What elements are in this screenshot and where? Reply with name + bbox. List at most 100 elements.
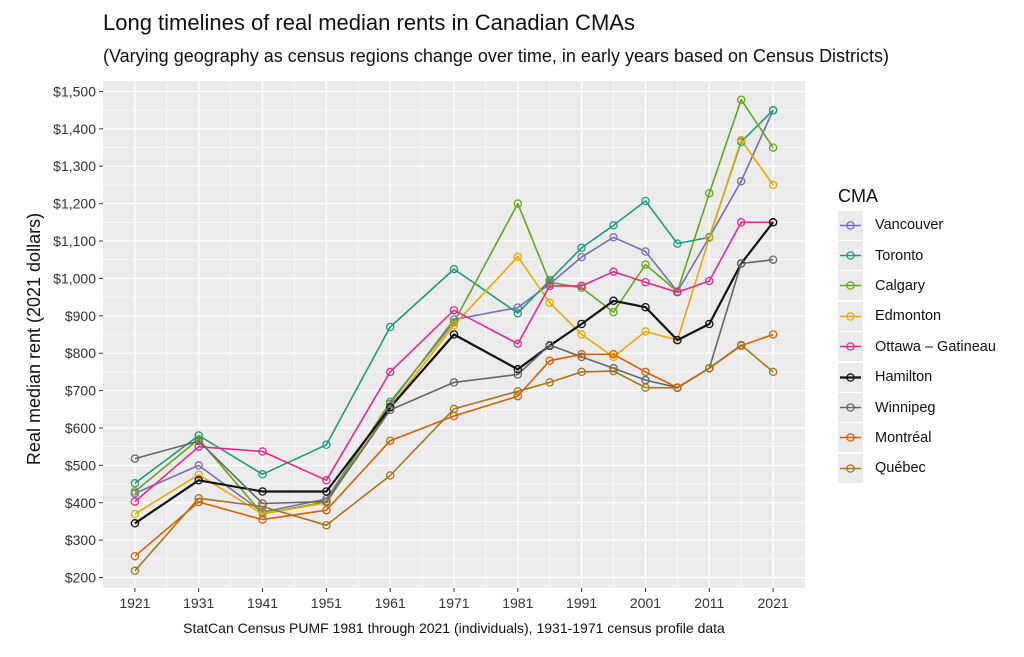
data-point-ottawa-gatineau (322, 476, 331, 485)
chart-title: Long timelines of real median rents in C… (103, 10, 635, 35)
legend-key-vancouver (838, 210, 863, 240)
x-tick-label: 1961 (375, 595, 406, 611)
x-tick-label: 2001 (630, 595, 661, 611)
data-point-toronto (258, 470, 267, 479)
data-point-toronto (449, 264, 459, 274)
y-tick-label: $900 (65, 308, 96, 324)
data-point-winnipeg (513, 370, 523, 379)
data-point-ottawa-gatineau (609, 267, 618, 276)
legend-key-edmonton (838, 301, 863, 331)
series-points (130, 95, 778, 576)
legend-key-hamilton (838, 362, 863, 392)
legend-label: Toronto (875, 247, 924, 264)
x-axis-label: StatCan Census PUMF 1981 through 2021 (i… (183, 620, 725, 636)
data-point-qu-bec (705, 363, 714, 373)
y-tick-label: $1,400 (53, 121, 96, 137)
data-point-edmonton (513, 252, 523, 261)
data-point-winnipeg (609, 363, 618, 373)
data-point-toronto (513, 308, 523, 318)
y-tick-label: $1,300 (53, 158, 96, 174)
legend-item-winnipeg: Winnipeg (838, 392, 996, 423)
data-point-calgary (385, 397, 395, 407)
legend-key-toronto (838, 241, 863, 271)
data-point-edmonton (641, 327, 650, 336)
data-point-vancouver (736, 176, 746, 186)
y-tick-label: $500 (65, 457, 96, 473)
data-point-hamilton (577, 319, 586, 329)
data-point-ottawa-gatineau (513, 339, 523, 349)
data-point-montr-al (641, 367, 650, 377)
data-point-hamilton (449, 330, 459, 339)
data-point-calgary (609, 307, 618, 317)
y-tick-label: $1,000 (53, 270, 96, 286)
data-point-winnipeg (449, 378, 459, 387)
y-tick-label: $400 (65, 495, 96, 511)
y-tick-label: $600 (65, 420, 96, 436)
legend-key-winnipeg (838, 393, 863, 423)
x-tick-label: 1991 (566, 595, 597, 611)
data-point-edmonton (577, 330, 586, 339)
major-gridlines (103, 81, 805, 588)
data-point-edmonton (194, 470, 203, 479)
legend-title: CMA (838, 186, 878, 206)
x-axis: 1921 1931 1941 1951 1961 1971 1981 1991 2001 2011… (119, 588, 789, 611)
data-point-calgary (736, 95, 746, 104)
x-tick-label: 1921 (119, 595, 150, 611)
legend-item-toronto: Toronto (838, 240, 996, 271)
data-point-qu-bec (385, 471, 395, 480)
legend-label: Calgary (875, 277, 925, 294)
data-point-ottawa-gatineau (449, 305, 459, 315)
data-point-qu-bec (513, 387, 523, 396)
data-point-calgary (705, 188, 714, 198)
data-point-qu-bec (258, 502, 267, 511)
data-point-ottawa-gatineau (736, 218, 746, 227)
data-point-montr-al (258, 515, 267, 524)
data-point-hamilton (513, 365, 523, 374)
data-point-vancouver (513, 303, 523, 312)
data-point-toronto (768, 105, 778, 115)
data-point-qu-bec (673, 383, 682, 393)
data-point-toronto (385, 322, 395, 332)
legend-key-ottawa-gatineau (838, 332, 863, 362)
data-point-ottawa-gatineau (641, 277, 650, 287)
legend-label: Edmonton (875, 308, 942, 325)
data-point-winnipeg (736, 259, 746, 268)
legend-label: Hamilton (875, 369, 933, 386)
data-point-ottawa-gatineau (705, 276, 714, 286)
data-point-montr-al (768, 330, 778, 339)
y-tick-label: $800 (65, 345, 96, 361)
data-point-vancouver (641, 247, 650, 256)
data-point-ottawa-gatineau (385, 367, 395, 377)
data-point-winnipeg (545, 340, 554, 350)
data-point-hamilton (130, 519, 140, 528)
y-axis-label: Real median rent (2021 dollars) (24, 213, 44, 465)
y-tick-label: $1,100 (53, 233, 96, 249)
data-point-edmonton (609, 352, 618, 362)
data-point-qu-bec (577, 367, 586, 377)
data-point-toronto (641, 196, 650, 206)
data-point-winnipeg (194, 436, 203, 446)
y-tick-label: $700 (65, 383, 96, 399)
data-point-qu-bec (545, 378, 554, 387)
data-point-winnipeg (258, 499, 267, 508)
data-point-qu-bec (768, 367, 778, 377)
data-point-calgary (641, 260, 650, 269)
data-point-qu-bec (641, 383, 650, 392)
data-point-vancouver (449, 315, 459, 324)
data-point-toronto (673, 239, 682, 248)
x-tick-label: 1951 (311, 595, 342, 611)
data-point-qu-bec (194, 494, 203, 503)
data-point-montr-al (577, 350, 586, 359)
data-point-ottawa-gatineau (577, 281, 586, 291)
legend-item-qu-bec: Québec (838, 453, 996, 483)
legend-item-edmonton: Edmonton (838, 301, 996, 331)
data-point-montr-al (322, 505, 331, 515)
data-point-winnipeg (577, 352, 586, 362)
data-point-vancouver (609, 233, 618, 242)
chart-subtitle: (Varying geography as census regions cha… (103, 46, 890, 66)
legend-item-hamilton: Hamilton (838, 362, 996, 392)
data-point-calgary (513, 199, 523, 208)
y-tick-label: $1,200 (53, 196, 96, 212)
data-point-vancouver (577, 252, 586, 262)
